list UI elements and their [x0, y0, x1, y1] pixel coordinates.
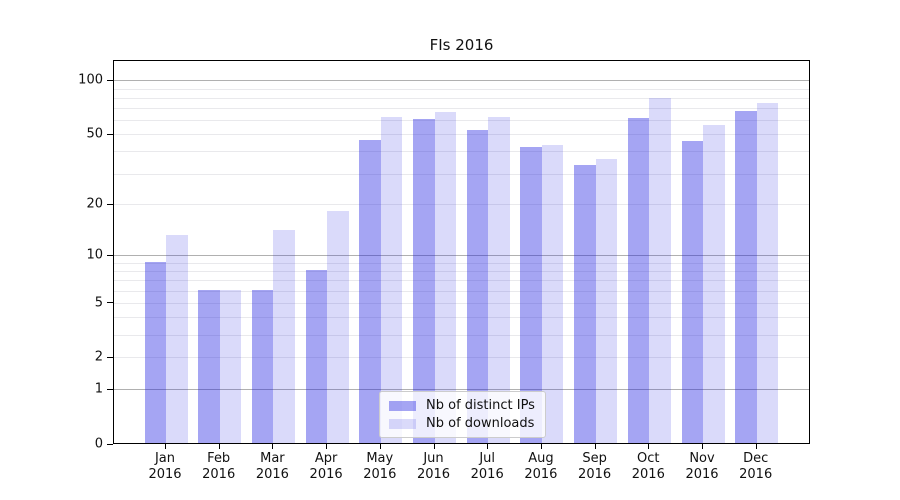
y-tick-100: [107, 79, 113, 81]
legend-label-distinct-ips: Nb of distinct IPs: [426, 398, 535, 413]
legend-swatch-distinct-ips: [389, 400, 416, 411]
bar-nb-of-distinct-ips-feb: [198, 289, 220, 443]
bar-nb-of-distinct-ips-oct: [627, 117, 650, 443]
y-tick-10: [107, 254, 113, 256]
x-tick-feb: [218, 444, 220, 449]
x-tick-label-may: May 2016: [363, 451, 397, 482]
x-tick-label-jun: Jun 2016: [416, 451, 451, 482]
x-tick-may: [379, 444, 381, 449]
y-tick-label-10: 10: [86, 247, 103, 263]
gridline-minor-50: [114, 134, 809, 136]
gridline-minor-60: [114, 120, 809, 122]
gridline-minor-80: [114, 97, 809, 99]
x-tick-label-dec: Dec 2016: [739, 451, 773, 482]
x-tick-nov: [702, 444, 703, 449]
bar-nb-of-downloads-aug: [541, 144, 564, 443]
y-tick-label-100: 100: [78, 72, 103, 88]
y-tick-label-1: 1: [94, 381, 103, 397]
bar-nb-of-downloads-oct: [649, 97, 671, 443]
y-tick-5: [107, 302, 113, 304]
gridline-minor-7: [114, 280, 809, 282]
bar-nb-of-downloads-sep: [595, 158, 618, 443]
x-tick-label-mar: Mar 2016: [255, 451, 289, 482]
gridline-minor-4: [114, 317, 809, 319]
bar-nb-of-downloads-jan: [166, 235, 188, 443]
bar-nb-of-distinct-ips-aug: [520, 146, 542, 443]
x-tick-aug: [540, 444, 542, 449]
bar-nb-of-downloads-dec: [756, 102, 779, 443]
bar-nb-of-downloads-jul: [488, 116, 510, 443]
bar-nb-of-distinct-ips-may: [359, 139, 381, 443]
x-tick-label-sep: Sep 2016: [578, 451, 612, 482]
x-tick-label-jul: Jul 2016: [470, 451, 504, 482]
bar-nb-of-distinct-ips-jul: [466, 130, 489, 443]
gridline-minor-2: [114, 357, 809, 359]
bar-nb-of-distinct-ips-jun: [413, 119, 435, 443]
x-tick-label-apr: Apr 2016: [309, 451, 343, 482]
y-tick-label-2: 2: [94, 349, 103, 365]
x-tick-jun: [433, 444, 435, 449]
y-tick-label-50: 50: [86, 126, 103, 142]
gridline-minor-6: [114, 290, 809, 292]
y-tick-2: [107, 356, 113, 358]
gridline-major-10: [114, 255, 809, 257]
y-tick-50: [107, 133, 113, 135]
x-tick-label-oct: Oct 2016: [631, 451, 665, 482]
bar-nb-of-distinct-ips-jan: [144, 261, 166, 443]
bar-nb-of-downloads-apr: [327, 211, 349, 443]
x-tick-label-nov: Nov 2016: [685, 451, 719, 482]
bar-nb-of-downloads-may: [380, 116, 403, 443]
gridline-minor-5: [114, 302, 809, 304]
x-tick-label-jan: Jan 2016: [148, 451, 182, 482]
x-tick-mar: [272, 444, 274, 449]
gridline-major-100: [114, 80, 809, 82]
x-tick-jul: [487, 444, 489, 449]
x-tick-jan: [165, 444, 166, 449]
plot-area: Nb of distinct IPs Nb of downloads: [113, 60, 810, 444]
y-tick-label-20: 20: [86, 196, 103, 212]
gridline-minor-8: [114, 270, 809, 272]
gridline-minor-9: [114, 262, 809, 264]
x-tick-label-aug: Aug 2016: [524, 451, 558, 482]
bar-nb-of-downloads-jun: [434, 111, 456, 443]
gridline-minor-70: [114, 108, 809, 110]
chart-title: FIs 2016: [429, 36, 494, 54]
y-tick-label-5: 5: [94, 295, 103, 311]
gridline-minor-30: [114, 173, 809, 175]
gridline-minor-20: [114, 204, 809, 206]
y-tick-1: [107, 388, 113, 390]
bar-nb-of-distinct-ips-sep: [574, 165, 596, 443]
legend-swatch-downloads: [389, 418, 416, 429]
gridline-minor-40: [114, 151, 809, 153]
x-tick-apr: [326, 444, 328, 449]
bar-nb-of-distinct-ips-mar: [251, 289, 274, 443]
bar-nb-of-downloads-feb: [219, 289, 242, 443]
gridline-minor-90: [114, 88, 809, 90]
x-tick-sep: [594, 444, 596, 449]
bar-nb-of-downloads-nov: [703, 124, 725, 443]
gridline-major-1: [114, 389, 809, 391]
legend-label-downloads: Nb of downloads: [426, 416, 535, 431]
x-tick-label-feb: Feb 2016: [202, 451, 236, 482]
bar-nb-of-downloads-mar: [273, 229, 295, 443]
legend-item-distinct-ips: Nb of distinct IPs: [389, 398, 535, 413]
legend: Nb of distinct IPs Nb of downloads: [379, 391, 546, 438]
x-tick-oct: [648, 444, 650, 449]
bar-nb-of-distinct-ips-dec: [735, 110, 757, 443]
y-tick-0: [107, 443, 113, 445]
y-tick-20: [107, 203, 113, 205]
bar-nb-of-distinct-ips-nov: [681, 141, 703, 443]
legend-item-downloads: Nb of downloads: [389, 416, 535, 431]
x-tick-dec: [755, 444, 757, 449]
bar-nb-of-distinct-ips-apr: [305, 269, 328, 443]
gridline-minor-3: [114, 334, 809, 336]
y-tick-label-0: 0: [94, 436, 103, 452]
